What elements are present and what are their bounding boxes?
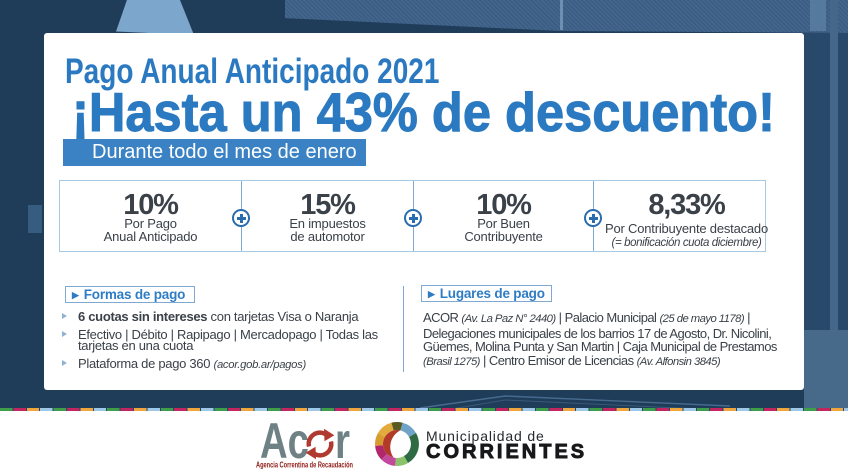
svg-text:Ac: Ac xyxy=(260,416,309,469)
svg-text:Agencia Correntina de Recaudac: Agencia Correntina de Recaudación xyxy=(256,461,353,470)
svg-text:r: r xyxy=(335,416,350,469)
